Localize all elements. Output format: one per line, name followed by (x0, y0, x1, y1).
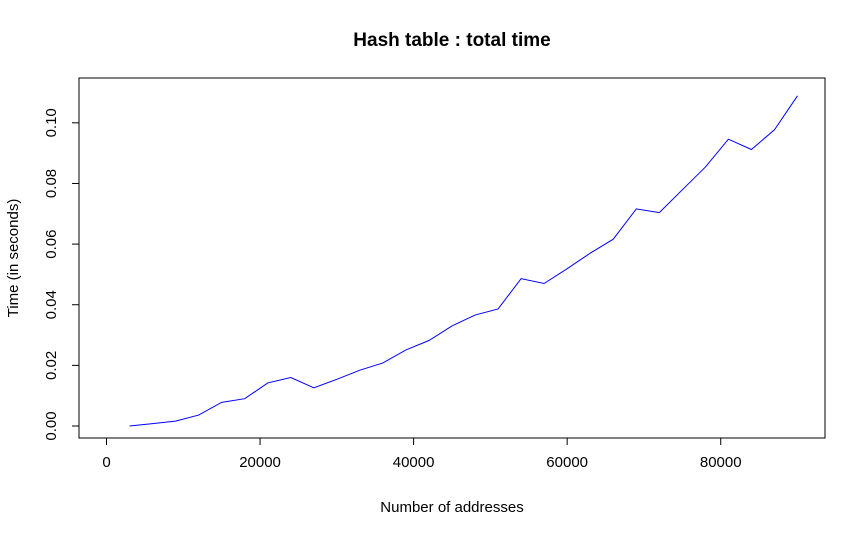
y-tick-label: 0.04 (43, 290, 60, 319)
y-tick-label: 0.06 (43, 229, 60, 258)
y-tick-label: 0.08 (43, 169, 60, 198)
series-group (129, 95, 798, 427)
x-tick-label: 0 (102, 454, 110, 471)
x-tick-label: 40000 (393, 454, 435, 471)
x-axis-label: Number of addresses (380, 499, 523, 516)
series-line (129, 95, 798, 427)
chart-title: Hash table : total time (353, 30, 550, 51)
x-tick-label: 80000 (700, 454, 742, 471)
plot-area-frame (78, 77, 826, 439)
y-tick-label: 0.10 (43, 108, 60, 137)
x-tick-label: 20000 (239, 454, 281, 471)
y-tick-label: 0.00 (43, 411, 60, 440)
x-tick-label: 60000 (546, 454, 588, 471)
x-axis: 0 20000 40000 60000 80000 (102, 437, 742, 471)
y-axis-label: Time (in seconds) (5, 199, 22, 318)
y-tick-label: 0.02 (43, 351, 60, 380)
y-axis: 0.00 0.02 0.04 0.06 0.08 0.10 (43, 108, 80, 441)
